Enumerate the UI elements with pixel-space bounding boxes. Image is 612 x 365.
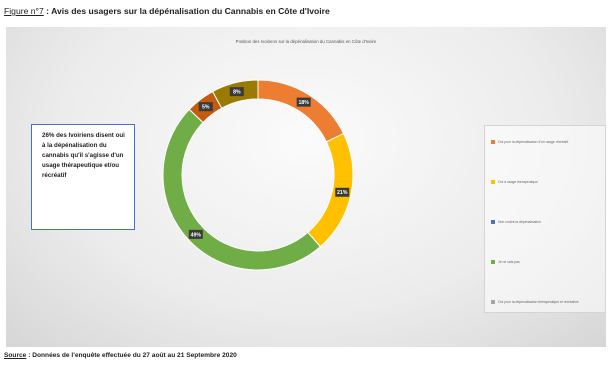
data-label-1: 18% [296,97,311,107]
legend-swatch-2 [491,180,495,184]
legend-swatch-1 [491,140,495,144]
legend-swatch-4 [491,260,495,264]
chart-panel: Position des Ivoiriens sur la dépénalisa… [6,27,606,347]
donut-chart: 18% 21% 49% 5% 8% [162,79,354,271]
figure-ref: Figure n°7 [4,6,44,16]
data-label-text-5: 8% [233,90,241,96]
chart-title: Position des Ivoiriens sur la dépénalisa… [235,39,377,44]
callout-box: 26% des Ivoiriens disent oui à la dépéna… [31,124,135,230]
legend-item-3: Non contre la dépénalisation [491,220,541,224]
data-label-3: 49% [188,229,203,239]
figure-title: Figure n°7 : Avis des usagers sur la dép… [4,6,608,16]
legend-swatch-3 [491,220,495,224]
donut-slice-3 [162,108,322,271]
legend-item-2: Oui à usage thérapeutique [491,180,538,184]
source-note: Source : Données de l'enquête effectuée … [4,352,237,359]
source-text: : Données de l'enquête effectuée du 27 a… [26,352,237,359]
chart-legend: Oui pour la dépénalisation d'un usage ré… [484,125,606,313]
data-label-text-4: 5% [202,105,210,111]
legend-label-3: Non contre la dépénalisation [498,220,541,224]
legend-label-1: Oui pour la dépénalisation d'un usage ré… [498,140,569,144]
data-label-text-2: 21% [337,190,348,196]
legend-label-5: Oui pour la dépénalisation thérapeutique… [498,300,579,304]
data-label-text-1: 18% [298,100,309,106]
data-label-4: 5% [198,102,213,112]
data-label-text-3: 49% [191,232,202,238]
legend-swatch-5 [491,300,495,304]
donut-slice-1 [257,79,345,143]
legend-item-4: Je ne sais pas [491,260,520,264]
data-label-5: 8% [229,87,244,97]
callout-text: 26% des Ivoiriens disent oui à la dépéna… [42,132,125,179]
data-label-2: 21% [335,187,350,197]
figure-title-text: : Avis des usagers sur la dépénalisation… [43,6,330,16]
legend-item-1: Oui pour la dépénalisation d'un usage ré… [491,140,568,144]
source-ref: Source [4,352,27,359]
legend-label-4: Je ne sais pas [498,260,520,264]
legend-item-5: Oui pour la dépénalisation thérapeutique… [491,300,579,304]
legend-label-2: Oui à usage thérapeutique [498,180,538,184]
